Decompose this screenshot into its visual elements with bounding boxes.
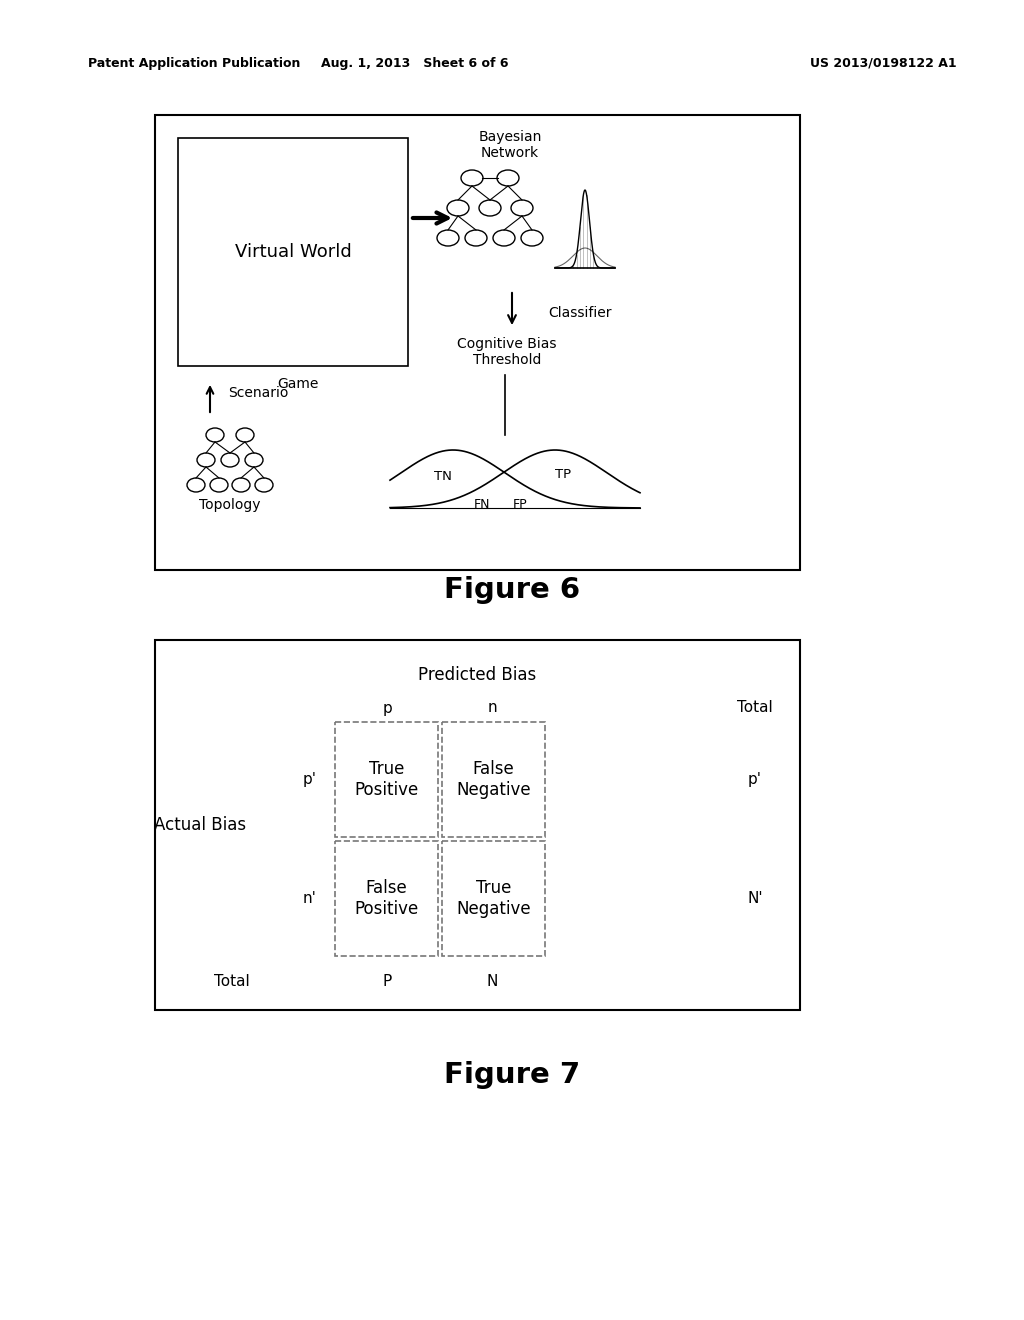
Text: US 2013/0198122 A1: US 2013/0198122 A1 (810, 57, 956, 70)
Text: Classifier: Classifier (548, 306, 611, 319)
Bar (442, 841, 545, 956)
Text: Bayesian
Network: Bayesian Network (478, 129, 542, 160)
Text: N: N (486, 974, 499, 990)
Bar (335, 722, 438, 837)
Text: False
Negative: False Negative (456, 760, 530, 799)
Text: TP: TP (555, 469, 571, 482)
Bar (442, 722, 545, 837)
Text: True
Negative: True Negative (456, 879, 530, 917)
Bar (178, 139, 408, 366)
Text: Patent Application Publication: Patent Application Publication (88, 57, 300, 70)
Text: p: p (383, 701, 392, 715)
Bar (155, 640, 800, 1010)
Text: Figure 6: Figure 6 (444, 576, 580, 605)
Text: Total: Total (737, 701, 773, 715)
Text: False
Positive: False Positive (354, 879, 419, 917)
Text: n': n' (303, 891, 317, 906)
Text: Aug. 1, 2013   Sheet 6 of 6: Aug. 1, 2013 Sheet 6 of 6 (322, 57, 509, 70)
Text: TN: TN (434, 470, 452, 483)
Text: Scenario: Scenario (228, 385, 289, 400)
Bar (335, 841, 438, 956)
Bar (155, 115, 800, 570)
Text: FN: FN (474, 499, 490, 511)
Text: Total: Total (214, 974, 250, 990)
Text: Virtual World: Virtual World (234, 243, 351, 261)
Text: p': p' (303, 772, 317, 787)
Text: Topology: Topology (200, 498, 261, 512)
Text: Predicted Bias: Predicted Bias (419, 667, 537, 684)
Text: Game: Game (278, 378, 318, 391)
Text: N': N' (748, 891, 763, 906)
Text: p': p' (748, 772, 762, 787)
Text: Actual Bias: Actual Bias (154, 816, 246, 834)
Text: True
Positive: True Positive (354, 760, 419, 799)
Text: Cognitive Bias
Threshold: Cognitive Bias Threshold (458, 337, 557, 367)
Text: n: n (487, 701, 498, 715)
Text: FP: FP (513, 499, 527, 511)
Text: Figure 7: Figure 7 (443, 1061, 581, 1089)
Text: P: P (383, 974, 392, 990)
